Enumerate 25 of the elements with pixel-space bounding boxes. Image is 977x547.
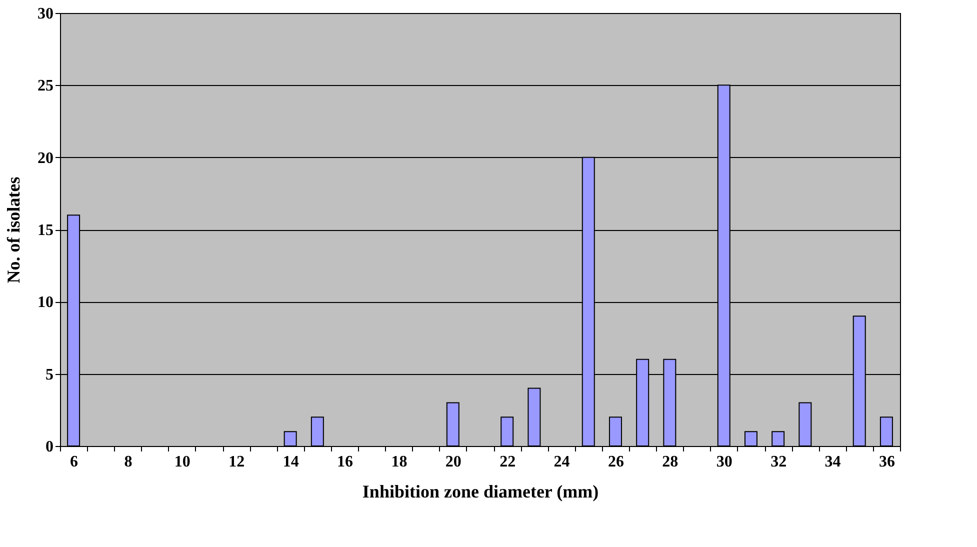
x-tick-label: 8 bbox=[124, 454, 132, 470]
x-tick-label: 20 bbox=[445, 454, 462, 470]
x-axis-title: Inhibition zone diameter (mm) bbox=[362, 482, 599, 502]
y-tick-label: 30 bbox=[38, 6, 54, 22]
x-tick-label: 32 bbox=[770, 454, 787, 470]
x-tick-label: 14 bbox=[282, 454, 299, 470]
y-axis-title: No. of isolates bbox=[4, 176, 24, 284]
y-tick-label: 15 bbox=[38, 222, 54, 239]
x-tick-label: 16 bbox=[337, 454, 354, 470]
y-tick-label: 25 bbox=[38, 78, 54, 95]
y-tick-label: 5 bbox=[46, 366, 54, 384]
x-tick-label: 10 bbox=[174, 454, 190, 470]
x-tick-label: 30 bbox=[716, 454, 732, 470]
y-tick-label: 20 bbox=[38, 150, 54, 167]
x-tick-label: 22 bbox=[500, 454, 516, 470]
x-tick-label: 12 bbox=[228, 454, 245, 470]
x-tick-label: 24 bbox=[554, 454, 570, 470]
x-tick-label: 6 bbox=[70, 454, 78, 470]
y-tick-label: 0 bbox=[46, 438, 54, 456]
x-tick-label: 34 bbox=[824, 454, 841, 470]
x-tick-label: 26 bbox=[608, 454, 624, 470]
y-tick-label: 10 bbox=[38, 294, 54, 312]
x-tick-label: 36 bbox=[878, 454, 895, 470]
x-tick-label: 28 bbox=[662, 454, 678, 470]
x-tick-label: 18 bbox=[391, 454, 408, 470]
